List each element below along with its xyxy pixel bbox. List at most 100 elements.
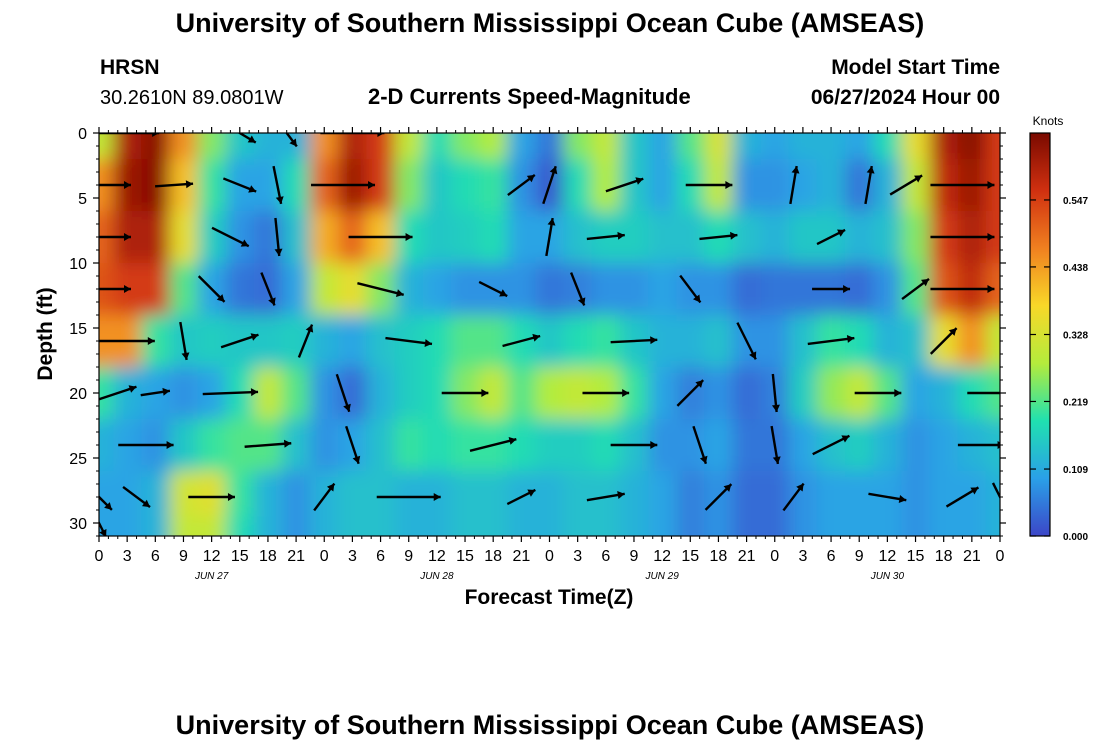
heat-cell [788, 315, 818, 368]
current-arrow [676, 379, 705, 407]
heat-cell [957, 516, 987, 536]
heat-cell [619, 211, 649, 264]
heat-cell [366, 516, 396, 536]
colorbar-tick-label: 0.438 [1063, 263, 1088, 274]
heat-cell [197, 516, 227, 536]
x-tick-label: 0 [770, 548, 779, 565]
heat-cell [535, 263, 565, 316]
x-tick-label: 12 [653, 548, 671, 565]
current-arrow [274, 217, 283, 257]
heat-cell [985, 516, 1000, 536]
heat-cell [225, 516, 255, 536]
heat-cell [648, 133, 677, 160]
heat-cell [535, 471, 565, 517]
heat-cell [873, 159, 902, 212]
heat-cell [648, 516, 677, 536]
heat-cell [310, 315, 339, 368]
heat-cell [535, 419, 565, 472]
current-arrow [945, 486, 980, 508]
x-tick-label: 18 [259, 548, 277, 565]
colorbar: Knots 0.000 0.109 0.219 0.328 0.438 0.547 [1029, 114, 1088, 543]
current-arrow [376, 493, 441, 501]
x-tick-label: 15 [456, 548, 474, 565]
heat-cell [535, 315, 565, 368]
y-tick-label: 15 [69, 321, 87, 338]
current-arrow [736, 322, 757, 360]
heat-cell [366, 419, 396, 472]
heat-cell [929, 471, 959, 517]
current-arrow [991, 482, 1000, 500]
y-tick-label: 0 [78, 126, 87, 143]
heat-cell [563, 471, 593, 517]
heat-cell [507, 516, 536, 536]
heat-cell [479, 211, 508, 264]
heat-cell [732, 471, 762, 517]
heat-cell [450, 211, 480, 264]
heat-cell [760, 516, 790, 536]
heat-cell [479, 159, 508, 212]
heat-cell [704, 367, 734, 420]
current-arrow [357, 282, 405, 297]
current-arrow [807, 334, 855, 346]
current-arrow [313, 482, 336, 512]
heat-cell [450, 263, 480, 316]
current-arrow [441, 389, 489, 397]
heat-cell [929, 133, 959, 160]
heat-cell [648, 263, 677, 316]
heat-cell [113, 516, 142, 536]
heat-cell [873, 516, 902, 536]
heat-cell [929, 367, 959, 420]
heat-cell [225, 133, 255, 160]
heat-cell [282, 516, 311, 536]
heat-cell [507, 367, 536, 420]
heat-cell [169, 419, 199, 472]
heat-cell [113, 133, 142, 160]
heat-cell [873, 211, 902, 264]
heat-cell [450, 516, 480, 536]
y-tick-label: 5 [78, 191, 87, 208]
heat-cell [563, 516, 593, 536]
x-tick-label: 15 [231, 548, 249, 565]
heat-cell [704, 133, 734, 160]
heat-cell [394, 367, 424, 420]
current-arrow [335, 373, 351, 413]
current-arrow [901, 277, 930, 301]
current-arrow [188, 493, 235, 501]
heat-cell [422, 133, 452, 160]
current-arrow [854, 389, 902, 397]
current-vectors [99, 133, 1000, 536]
heat-cell [591, 133, 621, 160]
current-arrow [272, 165, 284, 205]
current-arrow [99, 385, 137, 401]
heat-cell [479, 133, 508, 160]
current-arrow [967, 391, 1000, 395]
current-arrow [285, 133, 298, 148]
y-axis-label: Depth (ft) [34, 287, 57, 380]
heat-cell [282, 211, 311, 264]
current-arrow [704, 483, 733, 511]
heat-cell [788, 419, 818, 472]
heat-cell [479, 471, 508, 517]
x-tick-label: 15 [907, 548, 925, 565]
heat-cell [169, 263, 199, 316]
heat-cell [310, 367, 339, 420]
heat-cell [338, 315, 367, 368]
x-tick-label: 3 [123, 548, 132, 565]
heat-cell [676, 211, 705, 264]
heat-cell [788, 471, 818, 517]
current-arrow [610, 441, 658, 449]
heat-cell [816, 367, 846, 420]
heat-cell [282, 263, 311, 316]
model-start-label: Model Start Time [831, 56, 1000, 79]
heat-cell [253, 133, 283, 160]
heat-cell [760, 133, 790, 160]
heat-cell [282, 367, 311, 420]
colorbar-tick-label: 0.219 [1063, 397, 1088, 408]
station-name: HRSN [100, 56, 160, 79]
heat-cell [282, 471, 311, 517]
heat-cell [985, 133, 1000, 160]
heat-cell [225, 263, 255, 316]
heat-cell [394, 159, 424, 212]
colorbar-unit: Knots [1033, 114, 1064, 128]
heat-cell [563, 159, 593, 212]
